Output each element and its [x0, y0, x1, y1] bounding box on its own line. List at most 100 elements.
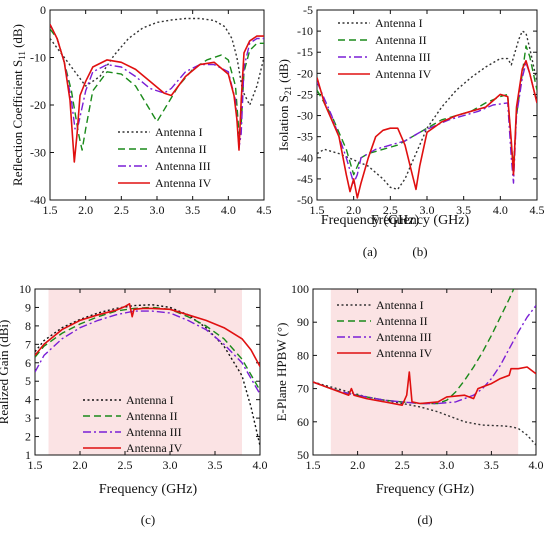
y-axis-label-unit: (dB) [10, 24, 25, 51]
y-tick-label: -40 [30, 193, 46, 207]
series-line-antenna-iv [50, 23, 264, 163]
x-tick-label: 1.5 [306, 458, 321, 472]
series-line-antenna-iii [313, 305, 536, 405]
series-group [313, 289, 536, 446]
y-tick-label: 80 [297, 348, 309, 362]
series-line-antenna-iv [317, 59, 537, 199]
x-axis-label: Frequency (GHz) [376, 482, 475, 497]
legend: Antenna I Antenna II Antenna III Antenna IV [118, 125, 212, 190]
legend-label: Antenna I [126, 393, 174, 407]
y-tick-label: -50 [297, 193, 313, 207]
legend-label: Antenna III [126, 425, 182, 439]
plot-frame [312, 288, 537, 456]
x-tick-label: 3.5 [484, 458, 499, 472]
y-tick-label: 100 [291, 282, 309, 296]
series-line-antenna-iii [317, 62, 537, 184]
y-tick-label: -30 [297, 109, 313, 123]
y-tick-label: 5 [25, 374, 31, 388]
panel-caption: (b) [412, 244, 427, 259]
x-tick-label: 4.0 [493, 203, 508, 217]
x-tick-label: 2.5 [383, 203, 398, 217]
y-tick-label: 50 [297, 448, 309, 462]
y-tick-label: 70 [297, 382, 309, 396]
series-line-antenna-i [317, 30, 537, 191]
x-tick-label: 4.5 [530, 203, 545, 217]
x-tick-label: 1.5 [28, 458, 43, 472]
legend: Antenna I Antenna II Antenna III Antenna IV [338, 16, 432, 81]
legend-label: Antenna III [376, 330, 432, 344]
series-line-antenna-ii [317, 45, 537, 176]
y-tick-label: 0 [40, 3, 46, 17]
y-axis-label-main: Isolation S [276, 95, 291, 151]
x-tick-label: 3.0 [420, 203, 435, 217]
chart-panel-1: 1.5 2.0 2.5 3.0 3.5 4.0 4.5 0 -10 -20 -30 -40 Freque… [10, 3, 420, 259]
x-tick-label: 4.5 [257, 203, 272, 217]
y-tick-label: 1 [25, 448, 31, 462]
y-axis-label: Realized Gain (dBi) [0, 320, 11, 425]
series-group [35, 302, 260, 446]
legend-label: Antenna I [155, 125, 203, 139]
x-tick-label: 2.0 [350, 458, 365, 472]
legend-label: Antenna IV [126, 441, 183, 455]
y-tick-label: 7 [25, 337, 31, 351]
x-tick-label: 1.5 [43, 203, 58, 217]
x-tick-label: 2.5 [114, 203, 129, 217]
legend-label: Antenna I [376, 298, 424, 312]
x-tick-label: 2.0 [346, 203, 361, 217]
series-line-antenna-iv [313, 366, 536, 407]
x-tick-label: 2.0 [73, 458, 88, 472]
panel-caption: (c) [141, 512, 155, 527]
series-line-antenna-iii [50, 23, 264, 149]
legend-label: Antenna I [375, 16, 423, 30]
y-tick-label: -30 [30, 146, 46, 160]
legend-label: Antenna III [155, 159, 211, 173]
y-tick-label: 90 [297, 315, 309, 329]
legend-label: Antenna IV [155, 176, 212, 190]
y-tick-label: 8 [25, 319, 31, 333]
y-tick-label: 2 [25, 430, 31, 444]
y-tick-label: -5 [303, 3, 313, 17]
y-tick-label: 10 [19, 282, 31, 296]
x-axis-label: Frequency (GHz) [99, 482, 198, 497]
shaded-band [48, 289, 242, 455]
y-axis-label-subscript: 21 [283, 86, 293, 95]
series-line-antenna-iii [35, 310, 260, 395]
y-tick-label: -20 [297, 66, 313, 80]
series-group [50, 17, 264, 163]
legend-label: Antenna IV [375, 67, 432, 81]
legend-label: Antenna II [376, 314, 428, 328]
y-tick-label: -10 [30, 51, 46, 65]
y-tick-label: -35 [297, 130, 313, 144]
legend-label: Antenna II [126, 409, 178, 423]
y-axis-label-main: E-Plane HPBW (°) [274, 323, 289, 422]
y-axis-label: Isolation S21 (dB) [276, 59, 293, 151]
chart-panel-2: 1.5 2.0 2.5 3.0 3.5 4.0 4.5 -5 -10 -15 -20 -25 -30 -3… [276, 3, 545, 259]
chart-panel-3: 1.5 2.0 2.5 3.0 3.5 4.0 1 2 3 4 5 6 7 8 9 10 Frequency (… [0, 282, 268, 527]
y-tick-label: -15 [297, 45, 313, 59]
y-tick-label: -10 [297, 24, 313, 38]
x-tick-label: 4.0 [221, 203, 236, 217]
y-tick-label: -20 [30, 98, 46, 112]
series-line-antenna-ii [50, 28, 264, 151]
y-axis-label: Reflection Coefficient S11 (dB) [10, 24, 27, 186]
y-axis-label-unit: (dB) [276, 59, 291, 86]
x-tick-label: 3.5 [185, 203, 200, 217]
y-tick-label: 9 [25, 300, 31, 314]
x-tick-label: 4.0 [529, 458, 544, 472]
series-line-antenna-i [50, 17, 264, 106]
y-tick-label: 6 [25, 356, 31, 370]
series-line-antenna-i [313, 381, 536, 446]
y-tick-label: -45 [297, 172, 313, 186]
legend-label: Antenna IV [376, 346, 433, 360]
x-axis-label: Frequency (GHz) [321, 213, 420, 228]
panel-caption: (d) [417, 512, 432, 527]
legend: Antenna I Antenna II Antenna III Antenna IV [83, 393, 183, 455]
y-axis-label-subscript: 11 [17, 51, 27, 60]
y-tick-label: -25 [297, 87, 313, 101]
legend-label: Antenna II [375, 33, 427, 47]
x-tick-label: 3.0 [439, 458, 454, 472]
x-tick-label: 4.0 [253, 458, 268, 472]
y-axis-label-main: Reflection Coefficient S [10, 60, 25, 186]
series-line-antenna-iv [35, 302, 260, 367]
